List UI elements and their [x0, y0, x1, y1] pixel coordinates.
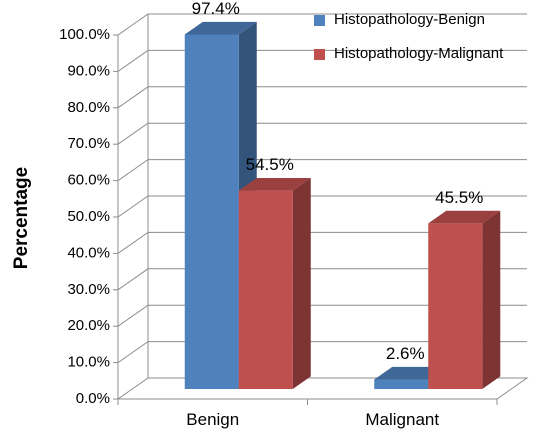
gridline — [117, 122, 527, 145]
bar-top — [428, 210, 501, 224]
y-tick-label: 50.0% — [67, 208, 110, 225]
data-labels: 97.4% 54.5% 2.6% 45.5% — [192, 0, 484, 363]
x-axis-categories: Benign Malignant — [186, 410, 439, 429]
y-tick-label: 100.0% — [59, 26, 110, 43]
bar-front — [184, 34, 239, 390]
data-label: 54.5% — [246, 155, 294, 174]
bar — [428, 210, 501, 389]
legend-item: Histopathology-Malignant — [314, 45, 504, 62]
y-tick-label: 10.0% — [67, 354, 110, 371]
y-tick-label: 70.0% — [67, 135, 110, 152]
y-tick-label: 30.0% — [67, 281, 110, 298]
y-tick-label: 20.0% — [67, 317, 110, 334]
y-axis-ticks: 0.0% 10.0% 20.0% 30.0% 40.0% 50.0% 60.0% 70.0% 8… — [59, 26, 118, 407]
gridline — [117, 268, 527, 291]
bar-front — [428, 223, 483, 389]
gridline — [117, 341, 527, 364]
gridline — [117, 304, 527, 327]
legend-label: Histopathology-Malignant — [334, 45, 504, 62]
data-label: 97.4% — [192, 0, 240, 18]
y-tick-label: 40.0% — [67, 244, 110, 261]
gridline — [117, 231, 527, 254]
y-tick-label: 90.0% — [67, 62, 110, 79]
data-label: 45.5% — [435, 188, 483, 207]
bar-top — [238, 178, 311, 191]
y-tick-label: 60.0% — [67, 172, 110, 189]
gridline — [117, 86, 527, 109]
bar — [238, 178, 311, 389]
legend-swatch — [314, 49, 325, 60]
bars — [184, 21, 501, 390]
x-category-label: Benign — [186, 410, 239, 429]
gridlines — [116, 13, 529, 405]
data-label: 2.6% — [386, 344, 425, 363]
floor — [116, 377, 529, 400]
y-axis-title: Percentage — [11, 167, 32, 269]
legend: Histopathology-Benign Histopathology-Mali… — [314, 11, 504, 62]
legend-label: Histopathology-Benign — [334, 11, 485, 28]
gridline — [117, 13, 527, 36]
gridline — [117, 159, 527, 182]
legend-swatch — [314, 15, 325, 26]
legend-item: Histopathology-Benign — [314, 11, 485, 28]
gridline — [117, 49, 527, 72]
bar-front — [374, 379, 429, 389]
bar-side — [292, 178, 311, 389]
gridline — [117, 195, 527, 218]
bar-front — [238, 190, 293, 389]
bar-top — [184, 21, 257, 35]
x-category-label: Malignant — [365, 410, 439, 429]
bar-side — [482, 210, 501, 389]
y-tick-label: 80.0% — [67, 99, 110, 116]
y-tick-label: 0.0% — [76, 390, 110, 407]
